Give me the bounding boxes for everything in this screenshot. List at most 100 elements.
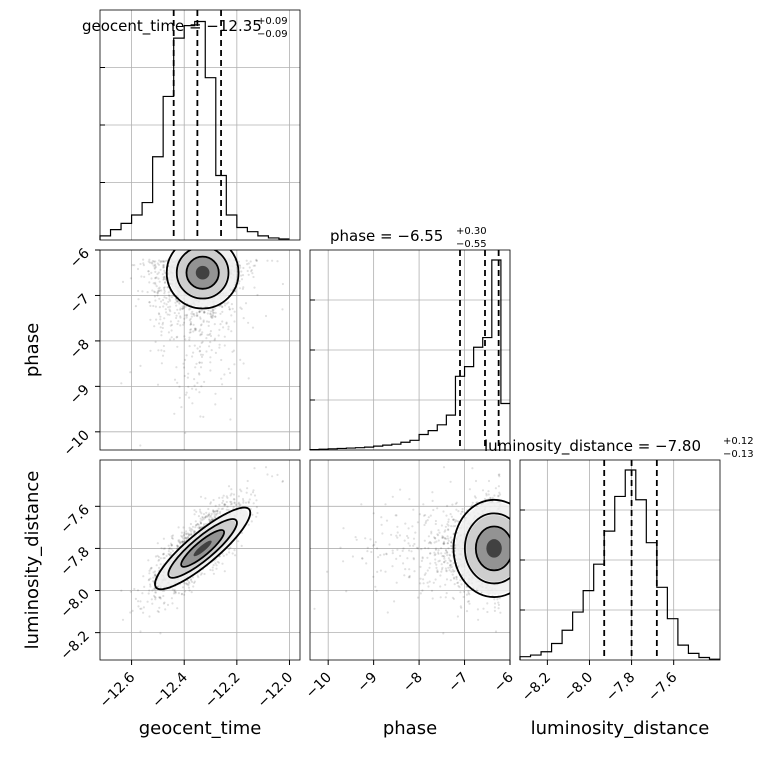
sample-point: [443, 537, 446, 540]
sample-point: [204, 515, 207, 518]
hist-bin: [531, 655, 542, 660]
sample-point: [170, 323, 174, 326]
sample-point: [158, 286, 161, 289]
hist-bin: [392, 444, 401, 450]
x-tick-label: −6: [491, 669, 517, 695]
sample-point: [189, 533, 192, 536]
sample-point: [497, 473, 500, 476]
sample-point: [139, 364, 142, 367]
sample-point: [355, 538, 358, 541]
sample-point: [195, 314, 198, 317]
sample-point: [154, 270, 157, 273]
sample-point: [447, 547, 450, 550]
sample-point: [158, 259, 161, 262]
sample-point: [445, 514, 448, 517]
sample-point: [142, 258, 145, 261]
sample-point: [159, 632, 162, 635]
sample-point: [470, 504, 474, 507]
sample-point: [445, 569, 448, 572]
sample-point: [422, 582, 425, 585]
sample-point: [208, 345, 211, 348]
sample-point: [161, 323, 164, 326]
sample-point: [177, 312, 180, 315]
sample-point: [198, 361, 201, 364]
sample-point: [157, 555, 160, 559]
sample-point: [226, 496, 229, 499]
sample-point: [205, 337, 208, 340]
sample-point: [239, 266, 242, 269]
sample-point: [185, 313, 189, 316]
sample-point: [239, 503, 242, 506]
sample-point: [168, 553, 171, 556]
sample-point: [453, 577, 456, 580]
sample-point: [486, 602, 489, 605]
sample-point: [430, 589, 434, 592]
sample-point: [181, 540, 184, 543]
sample-point: [151, 580, 154, 583]
density-phase-vs-geocent-time: [168, 250, 237, 307]
sample-point: [211, 566, 214, 569]
sample-point: [434, 553, 437, 556]
sample-point: [451, 503, 454, 506]
sample-point: [229, 503, 233, 506]
sample-point: [158, 596, 161, 599]
sample-point: [199, 366, 203, 369]
sample-point: [142, 264, 145, 267]
sample-point: [209, 313, 212, 316]
sample-point: [442, 542, 445, 545]
sample-point: [434, 536, 437, 540]
sample-point: [210, 519, 213, 522]
sample-point: [190, 527, 193, 530]
sample-point: [183, 317, 186, 320]
sample-point: [209, 502, 212, 505]
sample-point: [451, 539, 454, 542]
title-luminosity-distance-minus: −0.13: [723, 449, 754, 460]
hist-bin: [153, 157, 164, 240]
sample-point: [428, 540, 431, 544]
y-tick-label: −8.0: [57, 586, 92, 621]
panel-geocent-time-hist: [99, 9, 301, 241]
sample-point: [419, 592, 422, 595]
sample-point: [155, 318, 158, 321]
sample-point: [131, 609, 134, 613]
sample-point: [197, 523, 200, 526]
sample-point: [241, 497, 245, 501]
sample-point: [223, 335, 226, 338]
sample-point: [434, 519, 437, 523]
sample-point: [157, 271, 160, 274]
sample-point: [212, 498, 215, 502]
sample-point: [189, 578, 193, 581]
sample-point: [396, 531, 399, 534]
panel-phase-vs-geocent-time: [99, 249, 301, 451]
sample-point: [452, 570, 455, 573]
sample-point: [419, 582, 422, 585]
contour-line: [463, 512, 510, 585]
sample-point: [203, 572, 206, 576]
sample-point: [252, 275, 255, 279]
sample-point: [170, 544, 173, 547]
sample-point: [242, 499, 245, 502]
sample-point: [162, 553, 165, 556]
sample-point: [457, 581, 460, 584]
sample-point: [450, 563, 453, 566]
y-tick-label: −7.8: [57, 544, 92, 579]
sample-point: [498, 597, 501, 600]
sample-point: [437, 549, 440, 552]
sample-point: [150, 277, 153, 280]
sample-point: [197, 515, 200, 518]
sample-point: [458, 586, 461, 589]
sample-point: [452, 525, 455, 528]
sample-point: [223, 504, 226, 507]
sample-point: [199, 324, 203, 327]
sample-point: [163, 556, 166, 560]
sample-point: [205, 320, 209, 323]
sample-point: [200, 341, 203, 345]
hist-bin: [437, 425, 446, 450]
sample-point: [190, 591, 193, 594]
sample-point: [197, 576, 200, 579]
sample-point: [160, 547, 163, 550]
sample-point: [206, 515, 209, 518]
sample-point: [251, 272, 254, 275]
sample-point: [218, 328, 221, 331]
sample-point: [162, 266, 165, 269]
